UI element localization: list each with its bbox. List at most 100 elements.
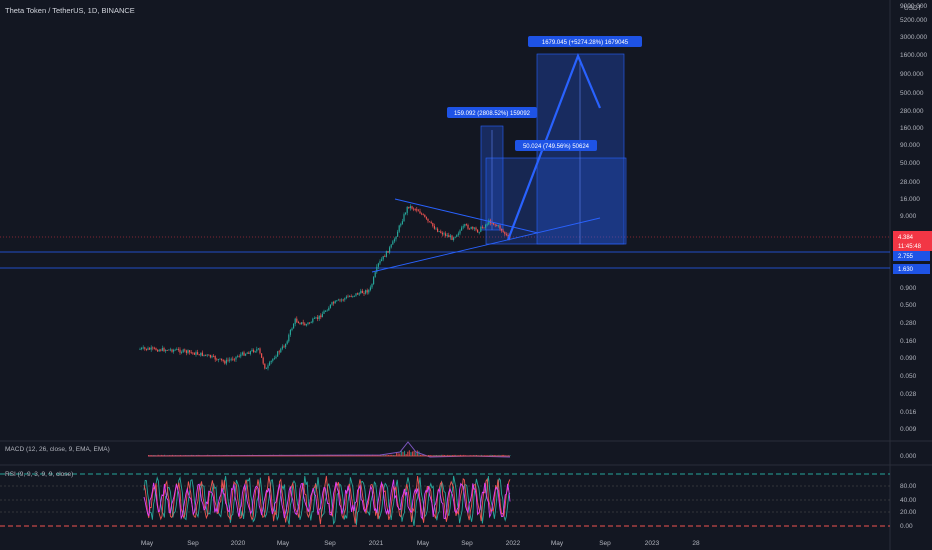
candle-body	[411, 206, 413, 209]
candle-body	[309, 322, 311, 324]
candle-body	[376, 266, 378, 273]
candle-body	[237, 356, 239, 358]
macd-bar	[458, 455, 460, 456]
candle-body	[414, 209, 416, 210]
candle-body	[195, 352, 197, 355]
price-label: 28.000	[900, 179, 920, 186]
macd-indicator[interactable]	[147, 441, 511, 458]
candle-body	[435, 228, 437, 230]
macd-bar	[444, 455, 446, 456]
macd-bar	[501, 454, 503, 456]
candle-body	[403, 214, 405, 222]
macd-bar	[399, 453, 401, 456]
macd-axis-label: 0.000	[900, 453, 917, 460]
candle-body	[443, 233, 445, 235]
candle-body	[227, 359, 229, 361]
price-axis[interactable]: 9000.000 5200.000 3000.000 1600.000 900.000 5…	[900, 3, 927, 433]
macd-bar	[396, 452, 398, 456]
candle-body	[224, 361, 226, 364]
candle-body	[211, 355, 213, 358]
candle-body	[422, 214, 424, 215]
candle-body	[437, 228, 439, 232]
candle-body	[323, 311, 325, 314]
candle-body	[147, 348, 149, 350]
candle-body	[233, 359, 235, 361]
candle-body	[366, 290, 368, 293]
candle-body	[179, 349, 181, 353]
candle-body	[387, 251, 389, 253]
price-label: 3000.000	[900, 34, 927, 41]
candle-body	[358, 293, 360, 295]
candle-body	[363, 293, 365, 294]
candle-body	[361, 290, 363, 294]
candle-body	[248, 352, 250, 354]
time-label: Sep	[187, 540, 199, 547]
projection-path[interactable]	[506, 53, 602, 241]
macd-bar	[397, 453, 399, 456]
svg-text:159.092 (2808.52%) 159092: 159.092 (2808.52%) 159092	[454, 111, 531, 117]
measure-label-2[interactable]: 159.092 (2808.52%) 159092	[447, 107, 537, 118]
candle-body	[216, 359, 218, 361]
time-axis[interactable]: May Sep 2020 May Sep 2021 May Sep 2022 May Sep 2023…	[141, 540, 700, 547]
price-label: 9000.000	[900, 3, 927, 10]
candle-body	[344, 298, 346, 300]
candle-body	[401, 221, 403, 225]
svg-text:1.630: 1.630	[898, 267, 914, 273]
rsi-label[interactable]: RSI (9, 9, 3, 9, 9, close)	[5, 471, 74, 478]
candle-body	[485, 224, 487, 228]
candle-body	[400, 224, 402, 226]
currency-label: USDT	[904, 5, 922, 12]
candle-body	[264, 363, 266, 369]
macd-bar	[418, 451, 420, 456]
candle-body	[165, 350, 167, 352]
macd-label[interactable]: MACD (12, 26, close, 9, EMA, EMA)	[5, 446, 110, 453]
candle-body	[430, 222, 432, 223]
candle-body	[425, 217, 427, 219]
candle-body	[491, 223, 493, 224]
macd-bar	[410, 452, 412, 456]
candle-body	[456, 234, 458, 237]
candle-body	[272, 358, 274, 361]
macd-bar	[503, 454, 505, 456]
candle-body	[270, 360, 272, 363]
macd-bar	[442, 454, 444, 456]
price-label: 500.000	[900, 90, 924, 97]
candle-body	[301, 322, 303, 325]
measure-label-1[interactable]: 1679.045 (+5274.28%) 1679045	[528, 36, 642, 47]
rsi-indicator[interactable]	[143, 475, 511, 527]
rsi-axis-40: 40.00	[900, 497, 917, 504]
candle-body	[429, 221, 431, 223]
candle-series[interactable]	[139, 204, 511, 371]
candle-body	[221, 358, 223, 360]
candle-body	[337, 299, 339, 301]
candle-body	[281, 346, 283, 349]
candle-body	[504, 231, 506, 235]
candle-body	[464, 224, 466, 227]
price-label: 5200.000	[900, 17, 927, 24]
candle-body	[171, 349, 173, 352]
trendline-resistance[interactable]	[394, 198, 539, 234]
candle-body	[297, 321, 299, 324]
macd-bar	[413, 450, 415, 456]
candle-body	[257, 348, 259, 350]
price-label: 0.280	[900, 320, 917, 327]
candle-body	[184, 349, 186, 351]
candle-body	[153, 347, 155, 349]
measure-box-medium[interactable]	[485, 157, 627, 245]
macd-bar	[388, 455, 390, 456]
candle-body	[296, 318, 298, 322]
candle-body	[408, 206, 410, 209]
candle-body	[245, 353, 247, 356]
candle-body	[299, 323, 301, 325]
candle-body	[377, 263, 379, 267]
symbol-title[interactable]: Theta Token / TetherUS, 1D, BINANCE	[5, 6, 135, 15]
candle-body	[190, 352, 192, 353]
macd-bar	[380, 455, 382, 456]
candle-body	[197, 352, 199, 355]
macd-bar	[509, 455, 511, 456]
candle-body	[214, 356, 216, 360]
measure-label-3[interactable]: 50.024 (749.56%) 50624	[515, 140, 597, 151]
trendline-support[interactable]	[371, 217, 601, 273]
candle-body	[384, 256, 386, 257]
